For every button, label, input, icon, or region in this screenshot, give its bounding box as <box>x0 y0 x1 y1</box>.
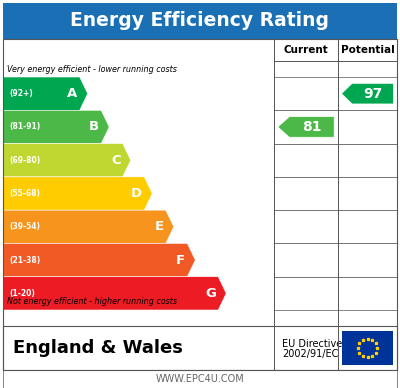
Bar <box>338 110 397 144</box>
Bar <box>274 177 338 210</box>
Bar <box>274 144 338 177</box>
Text: (69-80): (69-80) <box>9 156 40 165</box>
Text: (81-91): (81-91) <box>9 123 40 132</box>
Bar <box>274 77 338 110</box>
Polygon shape <box>3 277 226 310</box>
Text: 81: 81 <box>302 120 322 134</box>
Text: C: C <box>111 154 121 167</box>
Text: E: E <box>155 220 164 233</box>
Text: D: D <box>131 187 142 200</box>
Text: (92+): (92+) <box>9 89 33 98</box>
Text: (1-20): (1-20) <box>9 289 35 298</box>
Polygon shape <box>3 77 88 110</box>
Bar <box>3 39 397 370</box>
Polygon shape <box>3 210 174 243</box>
Text: EU Directive: EU Directive <box>282 339 342 349</box>
Text: England & Wales: England & Wales <box>13 339 183 357</box>
Text: (55-68): (55-68) <box>9 189 40 198</box>
Bar <box>338 77 397 110</box>
Bar <box>338 210 397 243</box>
Text: (21-38): (21-38) <box>9 256 40 265</box>
Text: Current: Current <box>284 45 328 55</box>
Text: Energy Efficiency Rating: Energy Efficiency Rating <box>70 12 330 31</box>
Bar <box>338 177 397 210</box>
Text: 97: 97 <box>363 87 382 100</box>
Text: (39-54): (39-54) <box>9 222 40 231</box>
Bar <box>3 3 397 39</box>
Text: G: G <box>205 287 216 300</box>
Text: WWW.EPC4U.COM: WWW.EPC4U.COM <box>156 374 244 384</box>
Bar <box>3 326 397 370</box>
Polygon shape <box>278 117 334 137</box>
Polygon shape <box>3 110 109 144</box>
Text: Potential: Potential <box>341 45 394 55</box>
Polygon shape <box>342 83 394 104</box>
Text: Not energy efficient - higher running costs: Not energy efficient - higher running co… <box>7 298 177 307</box>
Bar <box>274 210 338 243</box>
Bar <box>338 144 397 177</box>
Bar <box>338 243 397 277</box>
Text: Very energy efficient - lower running costs: Very energy efficient - lower running co… <box>7 64 177 73</box>
Text: B: B <box>89 120 99 133</box>
Bar <box>338 277 397 310</box>
Bar <box>274 110 338 144</box>
Text: 2002/91/EC: 2002/91/EC <box>282 349 338 359</box>
Polygon shape <box>3 144 131 177</box>
Text: F: F <box>176 254 185 267</box>
Bar <box>342 331 393 365</box>
Text: A: A <box>68 87 78 100</box>
Bar <box>274 277 338 310</box>
Bar <box>274 243 338 277</box>
Polygon shape <box>3 243 195 277</box>
Polygon shape <box>3 177 152 210</box>
Bar <box>3 370 397 388</box>
Bar <box>274 39 338 61</box>
Bar <box>338 39 397 61</box>
